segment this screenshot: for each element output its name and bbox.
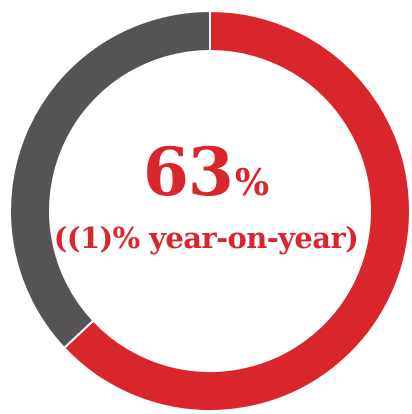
center-value: 63% xyxy=(0,132,412,212)
donut-slice-2 xyxy=(9,9,211,350)
donut-slices xyxy=(9,9,411,412)
center-value-unit: % xyxy=(234,162,270,204)
center-change-label: ((1)% year-on-year) xyxy=(53,221,359,255)
donut-slice-1 xyxy=(62,9,411,412)
center-value-number: 63 xyxy=(142,133,234,211)
